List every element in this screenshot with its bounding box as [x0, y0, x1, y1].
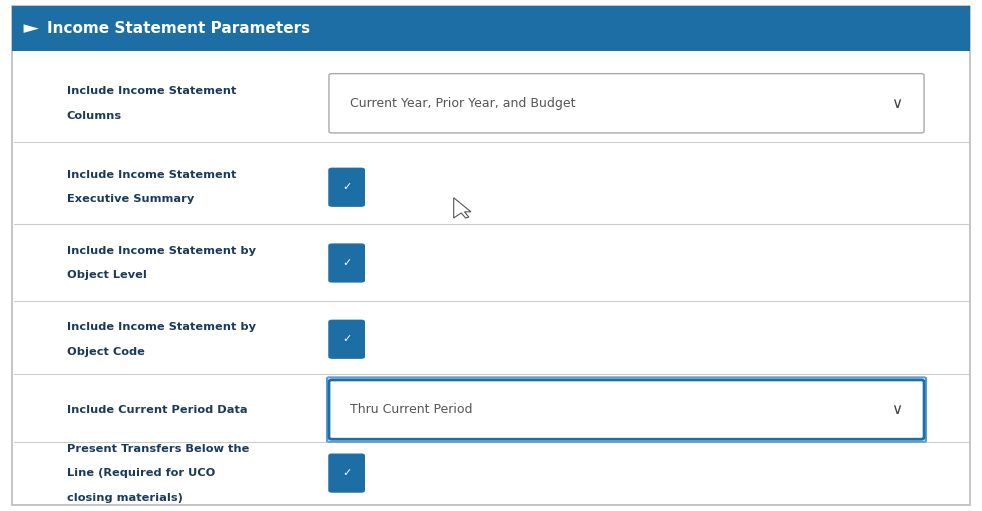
Text: Thru Current Period: Thru Current Period — [350, 403, 472, 416]
FancyBboxPatch shape — [329, 454, 364, 492]
Text: ✓: ✓ — [342, 258, 352, 268]
Text: Executive Summary: Executive Summary — [67, 195, 194, 204]
Text: ✓: ✓ — [342, 182, 352, 192]
FancyBboxPatch shape — [12, 6, 970, 505]
Text: ∨: ∨ — [891, 402, 902, 417]
FancyBboxPatch shape — [329, 168, 364, 206]
Text: ✓: ✓ — [342, 334, 352, 344]
Text: closing materials): closing materials) — [67, 493, 183, 503]
Text: Object Level: Object Level — [67, 270, 146, 280]
Text: Include Income Statement by: Include Income Statement by — [67, 322, 255, 332]
FancyBboxPatch shape — [329, 244, 364, 282]
Text: Include Income Statement: Include Income Statement — [67, 86, 236, 96]
Text: Current Year, Prior Year, and Budget: Current Year, Prior Year, and Budget — [350, 97, 575, 110]
FancyBboxPatch shape — [329, 74, 924, 133]
Text: ✓: ✓ — [342, 468, 352, 478]
Text: ∨: ∨ — [891, 96, 902, 111]
FancyBboxPatch shape — [329, 380, 924, 439]
Text: Include Income Statement by: Include Income Statement by — [67, 246, 255, 256]
FancyBboxPatch shape — [12, 6, 970, 51]
Polygon shape — [24, 25, 39, 33]
Text: Include Income Statement: Include Income Statement — [67, 170, 236, 180]
Text: Columns: Columns — [67, 110, 122, 121]
Text: Include Current Period Data: Include Current Period Data — [67, 405, 247, 414]
Text: Line (Required for UCO: Line (Required for UCO — [67, 468, 215, 478]
Text: Present Transfers Below the: Present Transfers Below the — [67, 444, 249, 454]
Text: Income Statement Parameters: Income Statement Parameters — [47, 21, 310, 36]
Polygon shape — [454, 198, 471, 218]
Text: Object Code: Object Code — [67, 346, 144, 357]
FancyBboxPatch shape — [329, 320, 364, 358]
